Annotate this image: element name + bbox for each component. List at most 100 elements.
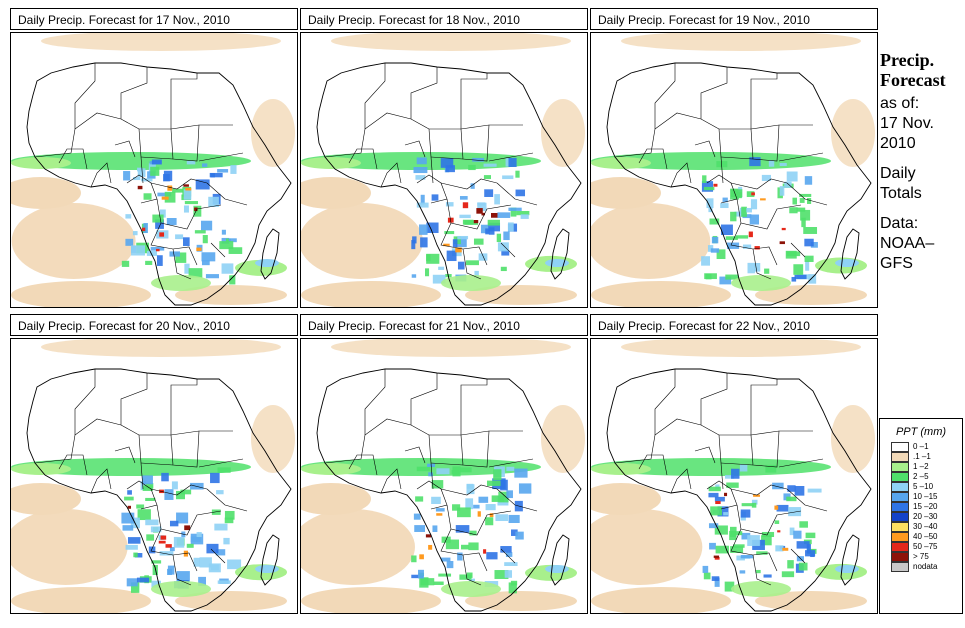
- country-border: [170, 124, 200, 162]
- precip-cell: [495, 514, 508, 522]
- precip-cell: [501, 250, 510, 256]
- legend-swatch: [891, 442, 909, 452]
- legend-title: PPT (mm): [895, 426, 947, 438]
- precip-cell: [175, 252, 187, 263]
- precip-band: [835, 565, 859, 573]
- precip-cell: [784, 181, 792, 188]
- legend-swatch: [891, 502, 909, 512]
- precip-cell: [445, 165, 455, 173]
- precip-cell: [125, 238, 134, 246]
- country-border: [114, 446, 136, 464]
- precip-cell: [747, 262, 755, 274]
- precip-cell: [136, 577, 150, 583]
- precip-legend: PPT (mm) 0 –1.1 –1 1 –2 2 –5 5 –10 10 –15 15 …: [879, 418, 963, 614]
- precip-cell: [714, 577, 720, 587]
- precip-cell: [133, 552, 138, 558]
- precip-cell: [742, 244, 752, 249]
- country-border: [446, 504, 512, 536]
- precip-intense-cell: [185, 187, 192, 191]
- precip-cell: [701, 181, 714, 192]
- precip-cell: [166, 218, 177, 226]
- precip-cell: [487, 219, 500, 226]
- precip-cell: [150, 166, 160, 176]
- country-border: [198, 152, 244, 162]
- precip-cell: [215, 549, 226, 556]
- forecast-panel-day2: Daily Precip. Forecast for 18 Nov., 2010: [300, 8, 590, 308]
- precip-cell: [791, 276, 797, 282]
- coastline-madagascar: [840, 228, 860, 280]
- precip-intense-cell: [462, 202, 469, 209]
- precip-cell: [445, 202, 454, 207]
- precip-cell: [702, 175, 707, 184]
- precip-cell: [435, 508, 445, 512]
- country-border: [460, 73, 488, 129]
- precip-cell: [799, 521, 808, 528]
- precip-intense-cell: [760, 198, 766, 201]
- precip-cell: [420, 237, 428, 248]
- precip-intense-cell: [751, 192, 755, 196]
- precip-cell: [201, 260, 210, 266]
- precip-cell: [796, 207, 806, 212]
- precip-cell: [445, 539, 460, 550]
- country-border: [752, 554, 772, 586]
- legend-item: 40 –50: [880, 532, 962, 542]
- country-border: [460, 124, 490, 162]
- precip-intense-cell: [477, 511, 481, 517]
- country-border: [114, 140, 136, 158]
- legend-item: .1 –1: [880, 452, 962, 462]
- country-border: [120, 67, 148, 119]
- precip-cell: [729, 530, 737, 541]
- precip-cell: [493, 469, 502, 481]
- precip-cell: [198, 576, 207, 586]
- precip-intense-cell: [714, 556, 720, 560]
- precip-cell: [413, 167, 428, 174]
- precip-cell: [217, 580, 231, 584]
- precip-cell: [779, 186, 785, 196]
- legend-swatch: [891, 492, 909, 502]
- precip-intense-cell: [777, 530, 781, 533]
- legend-label: 2 –5: [913, 472, 929, 481]
- precip-band: [545, 565, 569, 573]
- precip-cell: [468, 542, 479, 551]
- precip-intense-cell: [473, 219, 479, 224]
- country-border: [364, 63, 386, 129]
- precip-cell: [121, 512, 135, 524]
- precip-cell: [172, 188, 184, 193]
- precip-cell: [800, 209, 811, 221]
- precip-layer: [11, 458, 287, 597]
- country-border: [34, 112, 233, 158]
- precip-cell: [457, 507, 471, 518]
- precip-cell: [754, 262, 761, 272]
- country-border: [58, 148, 88, 170]
- drizzle-patch: [11, 483, 81, 515]
- legend-swatch: [891, 472, 909, 482]
- precip-cell: [741, 532, 751, 540]
- ocean-drizzle-layer: [11, 33, 295, 307]
- drizzle-patch: [301, 483, 371, 515]
- precip-map: [590, 338, 878, 614]
- precip-cell: [451, 470, 460, 475]
- country-borders: [34, 369, 248, 586]
- legend-label: 50 –75: [913, 542, 938, 551]
- precip-cell: [146, 250, 158, 256]
- precip-cell: [772, 482, 784, 490]
- country-border: [410, 67, 438, 119]
- precip-cell: [457, 552, 463, 561]
- precip-cell: [164, 191, 176, 203]
- precip-cell: [229, 275, 236, 285]
- precip-band: [301, 157, 361, 169]
- asof-date-line2: 2010: [880, 135, 916, 152]
- precip-map: [10, 338, 298, 614]
- panel-title: Daily Precip. Forecast for 17 Nov., 2010: [10, 8, 298, 30]
- precip-cell: [415, 175, 426, 180]
- precip-cell: [143, 223, 148, 234]
- precip-band: [255, 259, 279, 267]
- precip-band: [441, 275, 501, 291]
- map-svg: [301, 339, 585, 613]
- precip-cell: [151, 560, 162, 564]
- precip-cell: [151, 580, 161, 588]
- country-border: [440, 178, 498, 190]
- map-svg: [11, 33, 295, 307]
- precip-cell: [459, 574, 472, 580]
- drizzle-patch: [251, 405, 295, 473]
